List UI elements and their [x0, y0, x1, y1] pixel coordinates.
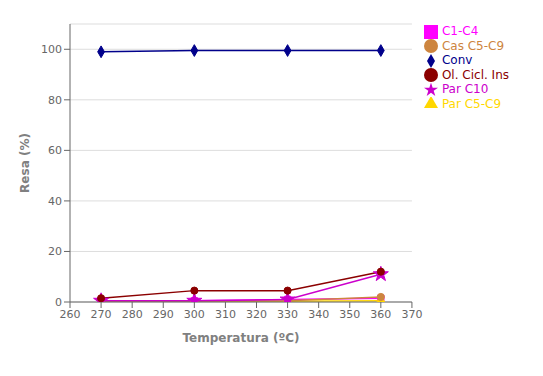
html-text:Conv: Conv	[441, 53, 473, 67]
html-text:Cas C5-C9: Cas C5-C9	[441, 38, 505, 53]
svg-text:340: 340	[308, 308, 329, 321]
svg-text:60: 60	[48, 144, 62, 157]
svg-text:0: 0	[55, 296, 62, 309]
svg-text:310: 310	[215, 308, 236, 321]
svg-text:260: 260	[60, 308, 81, 321]
svg-text:40: 40	[48, 195, 62, 208]
svg-text:100: 100	[41, 43, 62, 56]
svg-text:290: 290	[153, 308, 174, 321]
svg-text:320: 320	[246, 308, 267, 321]
svg-text:80: 80	[48, 94, 62, 107]
html-text:Ol. Cicl. Ins: Ol. Cicl. Ins	[441, 67, 509, 82]
svg-text:Temperatura (ºC): Temperatura (ºC)	[182, 331, 299, 345]
html-text:Par C10: Par C10	[441, 82, 489, 96]
svg-text:330: 330	[277, 308, 298, 321]
svg-text:270: 270	[91, 308, 112, 321]
html-text:Par C5-C9: Par C5-C9	[441, 96, 502, 111]
svg-text:Resa (%): Resa (%)	[18, 133, 32, 193]
svg-text:370: 370	[401, 308, 422, 321]
svg-text:280: 280	[122, 308, 143, 321]
svg-text:20: 20	[48, 245, 62, 258]
svg-text:350: 350	[339, 308, 360, 321]
html-text:C1-C4: C1-C4	[441, 24, 479, 38]
svg-text:300: 300	[184, 308, 205, 321]
svg-text:360: 360	[370, 308, 391, 321]
